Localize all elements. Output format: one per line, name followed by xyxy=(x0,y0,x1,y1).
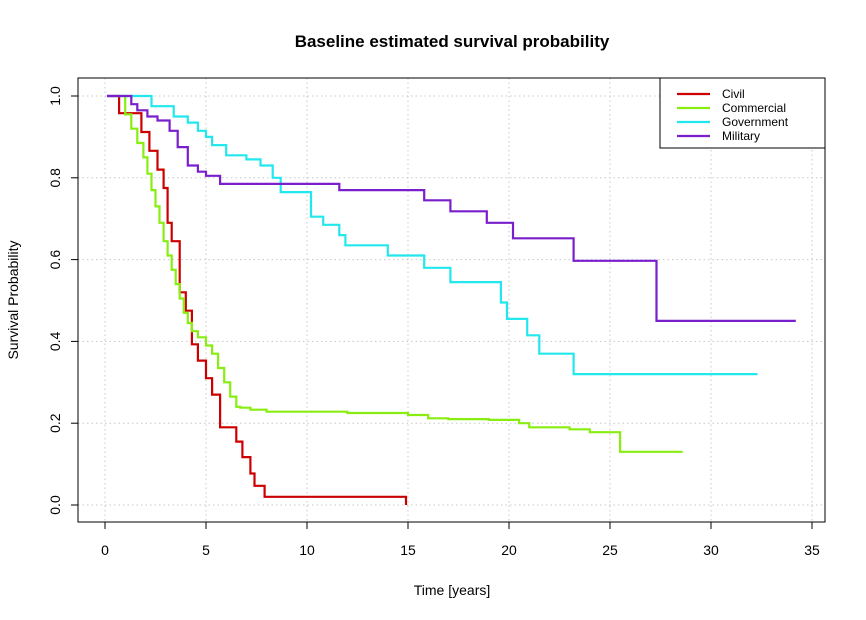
series-line-government xyxy=(107,94,758,376)
y-tick-label-3: 0.6 xyxy=(47,250,63,270)
y-tick-label-4: 0.8 xyxy=(47,168,63,188)
y-axis: 0.0 0.2 0.4 0.6 0.8 1.0 xyxy=(47,86,79,515)
series-lines xyxy=(107,94,796,505)
legend-label-government: Government xyxy=(722,115,789,129)
x-tick-label-6: 30 xyxy=(703,542,719,558)
grid xyxy=(78,78,825,522)
legend-label-civil: Civil xyxy=(722,87,745,101)
x-tick-label-4: 20 xyxy=(501,542,517,558)
x-tick-label-2: 10 xyxy=(299,542,315,558)
y-tick-label-1: 0.2 xyxy=(47,413,63,433)
series-line-commercial xyxy=(119,94,683,453)
legend-label-commercial: Commercial xyxy=(722,101,786,115)
x-tick-label-5: 25 xyxy=(602,542,618,558)
y-tick-label-5: 1.0 xyxy=(47,86,63,106)
chart-title: Baseline estimated survival probability xyxy=(295,32,610,51)
x-tick-label-7: 35 xyxy=(804,542,820,558)
x-axis: 0 5 10 15 20 25 30 35 xyxy=(101,521,820,558)
x-axis-label: Time [years] xyxy=(414,582,491,598)
y-axis-label: Survival Probability xyxy=(5,240,21,359)
legend-label-military: Military xyxy=(722,129,760,143)
series-line-civil xyxy=(107,94,408,505)
x-tick-label-3: 15 xyxy=(400,542,416,558)
y-tick-label-2: 0.4 xyxy=(47,331,63,351)
x-tick-label-1: 5 xyxy=(202,542,210,558)
series-line-military xyxy=(107,94,796,322)
y-tick-label-0: 0.0 xyxy=(47,495,63,515)
x-tick-label-0: 0 xyxy=(101,542,109,558)
